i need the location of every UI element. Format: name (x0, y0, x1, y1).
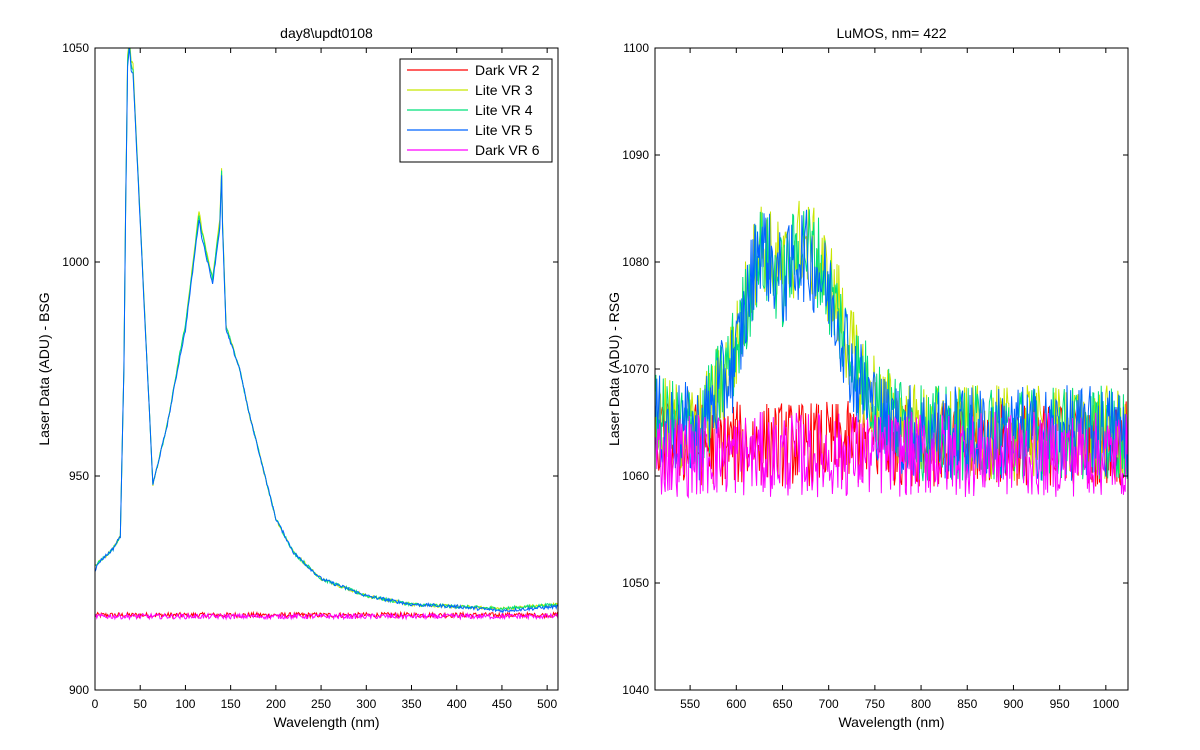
x-axis-label-left: Wavelength (nm) (273, 714, 379, 730)
legend-entries: Dark VR 2 Lite VR 3 Lite VR 4 Lite VR 5 Dark… (407, 62, 540, 158)
chart-title-left: day8\updt0108 (280, 25, 373, 41)
y-tick-label: 950 (69, 469, 89, 483)
chart-title-right: LuMOS, nm= 422 (836, 25, 946, 41)
y-ticks-left: 900 950 1000 1050 (62, 41, 558, 697)
x-ticks-left: 0 50 100 150 200 250 300 350 400 450 500 (92, 48, 557, 711)
y-tick-label: 1050 (622, 576, 649, 590)
x-tick-label: 0 (92, 697, 99, 711)
series-group-right (655, 200, 1128, 499)
x-tick-label: 600 (726, 697, 746, 711)
x-tick-label: 350 (401, 697, 421, 711)
x-tick-label: 650 (772, 697, 792, 711)
y-tick-label: 1100 (623, 41, 649, 55)
series-line-dark-vr-6 (655, 411, 1128, 499)
chart-right: 550 600 650 700 750 800 850 900 950 1000 1040 1050… (606, 25, 1129, 730)
y-ticks-right: 1040 1050 1060 1070 1080 1090 1100 (622, 41, 1128, 697)
series-line-lite-vr-4 (655, 209, 1128, 482)
y-tick-label: 1040 (622, 683, 649, 697)
x-tick-label: 500 (537, 697, 557, 711)
series-group-left (95, 48, 558, 621)
y-tick-label: 1000 (62, 255, 89, 269)
x-tick-label: 700 (819, 697, 839, 711)
legend: Dark VR 2 Lite VR 3 Lite VR 4 Lite VR 5 Dark… (399, 58, 553, 163)
x-tick-label: 450 (492, 697, 512, 711)
legend-label: Lite VR 5 (475, 122, 533, 138)
x-tick-label: 750 (865, 697, 885, 711)
legend-label: Dark VR 2 (475, 62, 540, 78)
legend-label: Dark VR 6 (475, 142, 540, 158)
axes-box-left (94, 47, 559, 691)
y-tick-label: 1050 (62, 41, 89, 55)
x-tick-label: 900 (1003, 697, 1023, 711)
x-tick-label: 1000 (1092, 697, 1119, 711)
x-tick-label: 150 (221, 697, 241, 711)
y-tick-label: 1060 (622, 469, 649, 483)
x-tick-label: 950 (1050, 697, 1070, 711)
legend-label: Lite VR 4 (475, 102, 533, 118)
x-tick-label: 250 (311, 697, 331, 711)
x-tick-label: 50 (134, 697, 148, 711)
x-tick-label: 850 (957, 697, 977, 711)
y-axis-label-left: Laser Data (ADU) - BSG (36, 292, 52, 445)
x-tick-label: 300 (356, 697, 376, 711)
y-tick-label: 1090 (622, 148, 649, 162)
y-tick-label: 900 (69, 683, 89, 697)
plot-area-right (655, 48, 1128, 690)
y-tick-label: 1070 (622, 362, 649, 376)
x-tick-label: 550 (680, 697, 700, 711)
x-tick-label: 800 (911, 697, 931, 711)
legend-label: Lite VR 3 (475, 82, 533, 98)
y-axis-label-right: Laser Data (ADU) - RSG (606, 292, 622, 446)
x-tick-label: 400 (447, 697, 467, 711)
series-line-lite-vr-5 (95, 48, 558, 614)
y-tick-label: 1080 (622, 255, 649, 269)
x-tick-label: 200 (266, 697, 286, 711)
series-line-dark-vr-6 (95, 611, 558, 621)
x-tick-label: 100 (175, 697, 195, 711)
x-ticks-right: 550 600 650 700 750 800 850 900 950 1000 (680, 48, 1119, 711)
x-axis-label-right: Wavelength (nm) (838, 714, 944, 730)
chart-left: 0 50 100 150 200 250 300 350 400 450 500 900 950 100… (36, 25, 559, 730)
